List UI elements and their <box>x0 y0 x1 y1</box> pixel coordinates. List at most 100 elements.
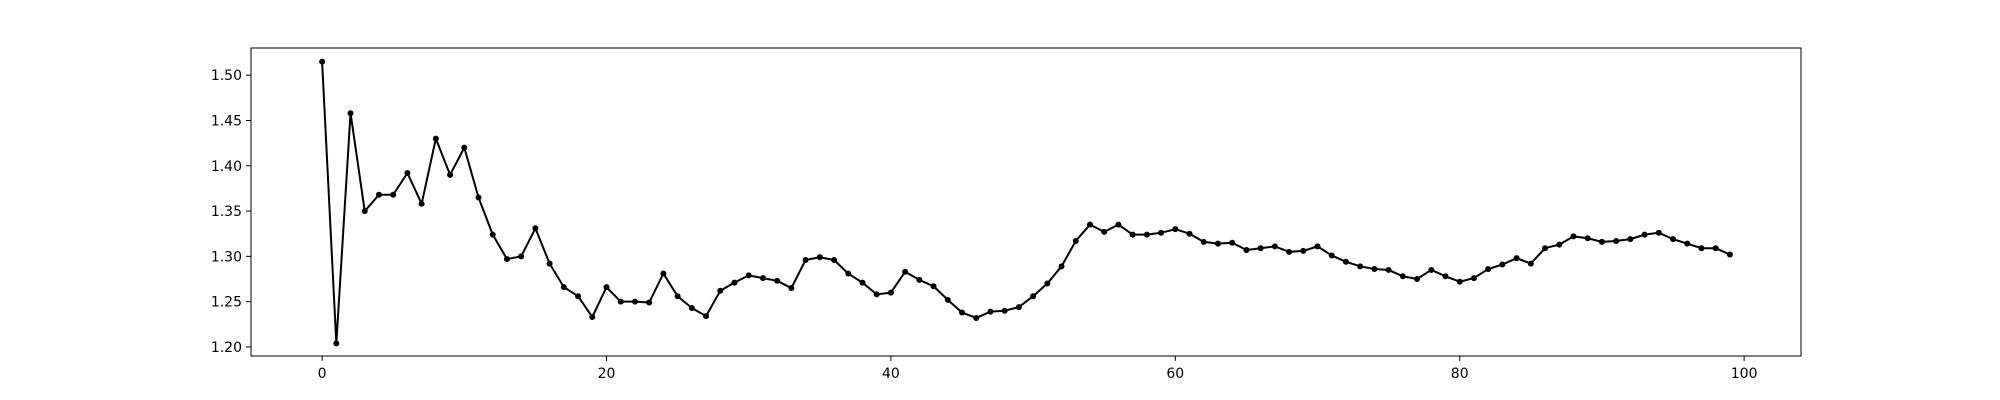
data-point <box>546 260 553 267</box>
data-point <box>916 276 923 283</box>
data-point <box>930 283 937 290</box>
data-point <box>1442 273 1449 280</box>
data-point <box>1584 235 1591 242</box>
data-point <box>631 298 638 305</box>
data-point <box>646 299 653 306</box>
data-point <box>503 256 510 263</box>
y-tick-label: 1.45 <box>211 113 242 129</box>
x-tick-label: 40 <box>882 366 900 382</box>
data-point <box>1300 247 1307 254</box>
data-point <box>404 170 411 177</box>
data-point <box>1086 221 1093 228</box>
data-point <box>1726 251 1733 258</box>
data-point <box>1428 266 1435 273</box>
data-point <box>1286 248 1293 255</box>
data-point <box>703 313 710 320</box>
data-point <box>1655 229 1662 236</box>
data-point <box>1641 231 1648 238</box>
data-point <box>1570 233 1577 240</box>
data-point-markers <box>319 58 1733 347</box>
data-point <box>489 231 496 238</box>
y-tick-label: 1.20 <box>211 340 242 356</box>
data-point <box>532 225 539 232</box>
data-point <box>788 285 795 292</box>
data-point <box>347 110 354 117</box>
data-point <box>887 289 894 296</box>
series-line <box>321 61 1731 345</box>
data-point <box>902 268 909 275</box>
data-point <box>1314 243 1321 250</box>
data-point <box>1172 226 1179 233</box>
data-point <box>1499 261 1506 268</box>
data-point <box>1627 236 1634 243</box>
data-point <box>802 256 809 263</box>
data-point <box>816 254 823 261</box>
data-point <box>589 314 596 321</box>
data-point <box>660 270 667 277</box>
data-point <box>432 135 439 142</box>
data-point <box>944 296 951 303</box>
data-point <box>1143 231 1150 238</box>
data-point <box>560 284 567 291</box>
data-point <box>1044 280 1051 287</box>
data-point <box>1271 243 1278 250</box>
data-point <box>418 200 425 207</box>
data-point <box>1243 247 1250 254</box>
y-tick-label: 1.30 <box>211 249 242 265</box>
data-point <box>1485 266 1492 273</box>
data-point <box>1670 236 1677 243</box>
data-point <box>1257 245 1264 252</box>
data-point <box>873 291 880 298</box>
data-point <box>1214 240 1221 247</box>
data-point <box>390 191 397 198</box>
data-point <box>1200 238 1207 245</box>
data-point <box>1357 263 1364 270</box>
data-point <box>1129 231 1136 238</box>
data-point <box>688 304 695 311</box>
data-point <box>319 58 326 65</box>
data-point <box>745 272 752 279</box>
y-axis: 1.20 1.25 1.30 1.35 1.40 1.45 1.50 <box>211 68 251 356</box>
data-point <box>959 309 966 316</box>
data-point <box>333 340 340 347</box>
data-point <box>1015 304 1022 311</box>
data-point <box>447 171 454 178</box>
y-tick-label: 1.40 <box>211 159 242 175</box>
data-point <box>1001 307 1008 314</box>
y-tick-label: 1.35 <box>211 204 242 220</box>
data-point <box>1456 278 1463 285</box>
data-point <box>1513 255 1520 262</box>
data-point <box>1385 266 1392 273</box>
data-point <box>1058 263 1065 270</box>
data-point <box>973 314 980 321</box>
data-point <box>1698 245 1705 252</box>
data-point <box>1542 245 1549 252</box>
data-point <box>461 144 468 151</box>
y-tick-label: 1.50 <box>211 68 242 84</box>
data-point <box>1684 240 1691 247</box>
data-point <box>603 284 610 291</box>
data-point <box>831 256 838 263</box>
data-point <box>475 194 482 201</box>
data-point <box>1342 258 1349 265</box>
data-point <box>1371 266 1378 273</box>
data-point <box>1470 275 1477 282</box>
data-point <box>617 298 624 305</box>
data-point <box>1598 238 1605 245</box>
data-point <box>859 279 866 286</box>
x-tick-label: 80 <box>1451 366 1469 382</box>
data-point <box>774 277 781 284</box>
data-point <box>1030 293 1037 300</box>
data-point <box>1101 228 1108 235</box>
data-point <box>845 270 852 277</box>
data-point <box>1399 273 1406 280</box>
data-point <box>518 253 525 260</box>
data-point <box>1712 245 1719 252</box>
y-tick-label: 1.25 <box>211 295 242 311</box>
data-point <box>1613 237 1620 244</box>
x-tick-label: 0 <box>318 366 327 382</box>
data-point <box>987 308 994 315</box>
data-point <box>1158 229 1165 236</box>
data-point <box>1527 260 1534 267</box>
data-point <box>1229 239 1236 246</box>
